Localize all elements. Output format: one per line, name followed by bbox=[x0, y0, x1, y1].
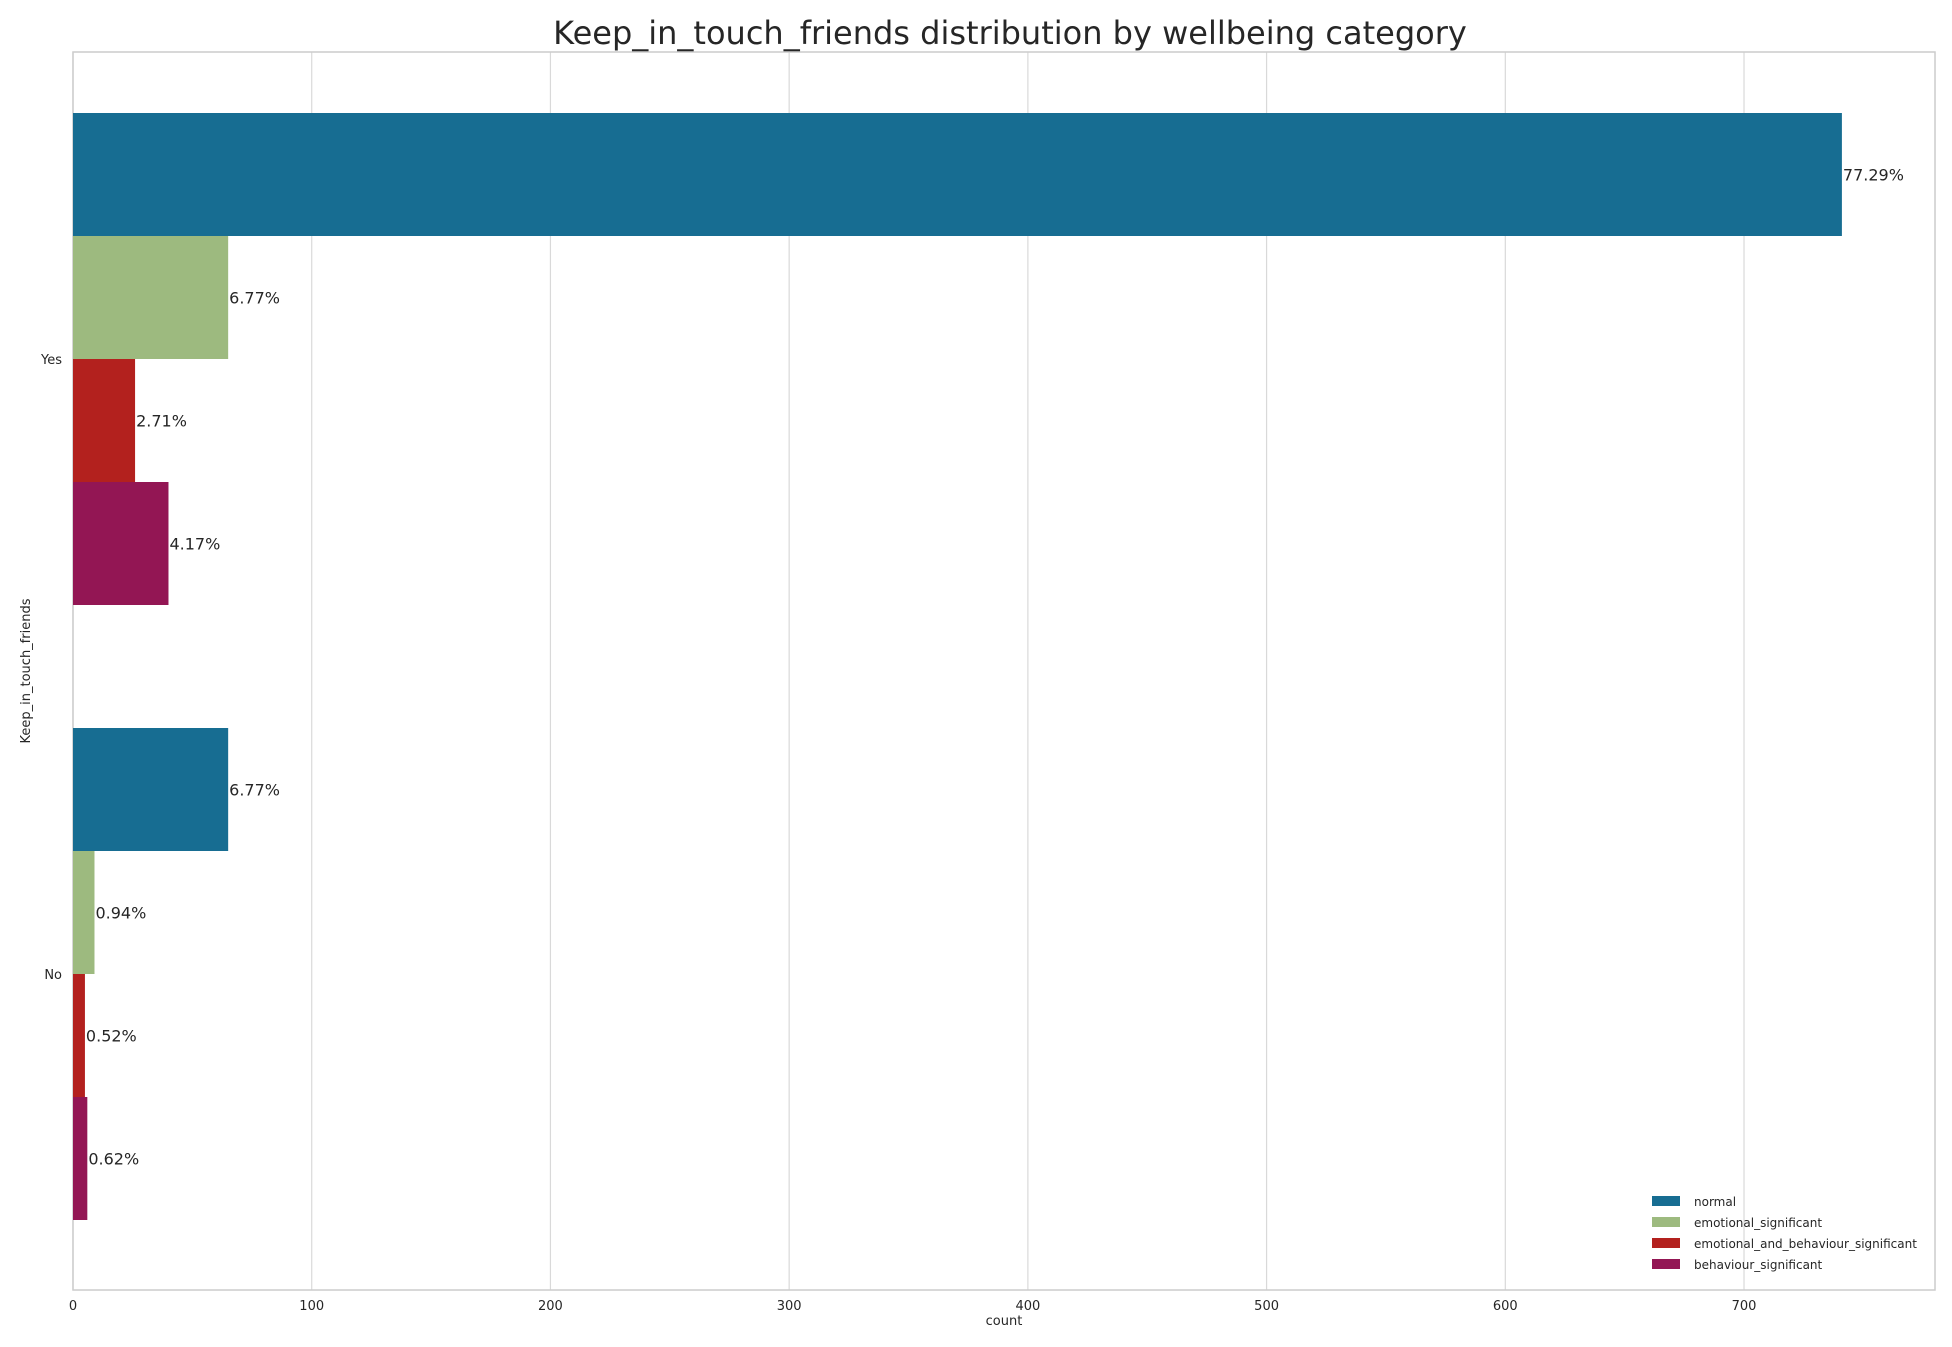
plot-area-frame bbox=[72, 51, 1936, 1291]
legend-swatch bbox=[1652, 1196, 1680, 1206]
x-tick-label: 600 bbox=[1493, 1299, 1518, 1314]
x-tick-label: 300 bbox=[777, 1299, 802, 1314]
x-axis-ticks: 0 100 200 300 400 500 600 700 bbox=[69, 1299, 1757, 1314]
y-axis-ticks: Yes No bbox=[40, 353, 62, 983]
bar-no-emotional-and-behaviour-significant bbox=[73, 974, 85, 1097]
legend-label: emotional_and_behaviour_significant bbox=[1694, 1237, 1917, 1251]
grid-lines bbox=[72, 52, 1745, 1290]
x-tick-label: 100 bbox=[299, 1299, 324, 1314]
bar-no-behaviour-significant bbox=[73, 1097, 88, 1220]
x-axis-label: count bbox=[986, 1314, 1023, 1329]
x-tick-label: 700 bbox=[1732, 1299, 1757, 1314]
bar-yes-emotional-and-behaviour-significant bbox=[73, 359, 136, 482]
x-tick-label: 400 bbox=[1015, 1299, 1040, 1314]
data-label: 4.17% bbox=[169, 535, 220, 554]
x-tick-label: 500 bbox=[1254, 1299, 1279, 1314]
bars-group bbox=[73, 113, 1842, 1220]
bar-no-normal bbox=[73, 728, 229, 851]
legend-label: behaviour_significant bbox=[1694, 1258, 1823, 1272]
y-tick-label-yes: Yes bbox=[40, 353, 62, 368]
chart-title: Keep_in_touch_friends distribution by we… bbox=[553, 14, 1467, 52]
data-label: 0.52% bbox=[86, 1027, 137, 1046]
data-label: 0.94% bbox=[95, 904, 146, 923]
bar-yes-normal bbox=[73, 113, 1842, 236]
legend-label: normal bbox=[1694, 1195, 1736, 1209]
y-tick-label-no: No bbox=[44, 968, 62, 983]
bar-yes-emotional-significant bbox=[73, 236, 229, 359]
x-tick-label: 200 bbox=[538, 1299, 563, 1314]
legend-label: emotional_significant bbox=[1694, 1216, 1822, 1230]
x-tick-label: 0 bbox=[69, 1299, 77, 1314]
data-labels-group: 77.29% 6.77% 2.71% 4.17% 6.77% 0.94% 0.52% 0.62… bbox=[86, 166, 1904, 1169]
data-label: 77.29% bbox=[1843, 166, 1904, 185]
bar-no-emotional-significant bbox=[73, 851, 95, 974]
data-label: 2.71% bbox=[136, 412, 187, 431]
legend-swatch bbox=[1652, 1259, 1680, 1269]
bar-yes-behaviour-significant bbox=[73, 482, 169, 605]
legend-swatch bbox=[1652, 1238, 1680, 1248]
legend: normal emotional_significant emotional_and… bbox=[1652, 1195, 1917, 1272]
data-label: 6.77% bbox=[229, 781, 280, 800]
legend-swatch bbox=[1652, 1217, 1680, 1227]
data-label: 6.77% bbox=[229, 289, 280, 308]
data-label: 0.62% bbox=[88, 1150, 139, 1169]
y-axis-label: Keep_in_touch_friends bbox=[19, 598, 34, 743]
